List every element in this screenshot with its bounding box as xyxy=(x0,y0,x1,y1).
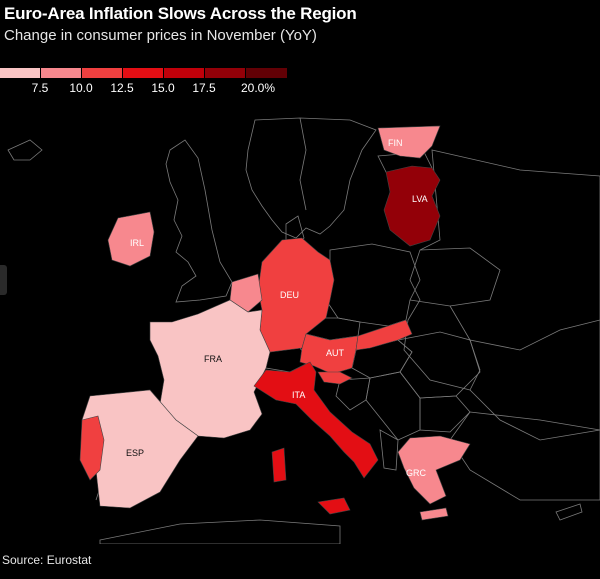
legend-swatch-0 xyxy=(0,68,40,78)
legend-swatch-1 xyxy=(41,68,81,78)
legend-swatch-6 xyxy=(246,68,287,78)
country-svn-hrv xyxy=(317,371,353,385)
legend-swatch-3 xyxy=(123,68,163,78)
country-nor-swe xyxy=(245,117,377,239)
islands-nw xyxy=(7,139,43,161)
label-aut: AUT xyxy=(326,348,345,358)
legend-swatch-5 xyxy=(205,68,245,78)
country-bel-nld xyxy=(229,273,263,313)
country-grc-crete xyxy=(419,507,449,521)
border-nor-swe xyxy=(299,117,307,211)
border-ukr xyxy=(449,305,600,351)
chart-title: Euro-Area Inflation Slows Across the Reg… xyxy=(4,4,357,23)
label-fin: FIN xyxy=(388,138,403,148)
country-ita xyxy=(253,361,379,479)
legend-tick-1: 10.0 xyxy=(69,81,93,95)
europe-map: FIN LVA IRL DEU FRA AUT ITA ESP GRC xyxy=(7,117,600,544)
country-sicily xyxy=(317,497,351,515)
country-fin xyxy=(377,125,441,159)
country-irl xyxy=(107,211,155,267)
color-legend: 7.5 10.0 12.5 15.0 17.5 20.0% xyxy=(0,68,290,100)
label-grc: GRC xyxy=(406,468,427,478)
label-ita: ITA xyxy=(292,390,305,400)
country-svk xyxy=(355,319,413,351)
source-note: Source: Eurostat xyxy=(2,553,92,567)
country-grc xyxy=(397,435,471,505)
country-sardinia xyxy=(271,447,287,483)
country-labels: FIN LVA IRL DEU FRA AUT ITA ESP GRC xyxy=(126,138,428,478)
country-prt xyxy=(79,415,105,481)
legend-swatch-2 xyxy=(82,68,122,78)
country-cyp xyxy=(555,503,583,521)
country-fra xyxy=(149,299,271,439)
legend-tick-3: 15.0 xyxy=(151,81,175,95)
country-pol xyxy=(325,243,421,327)
label-irl: IRL xyxy=(130,238,144,248)
country-bgr xyxy=(419,395,471,433)
legend-tick-4: 17.5 xyxy=(192,81,216,95)
label-deu: DEU xyxy=(280,290,299,300)
country-rou xyxy=(397,331,481,399)
chart-subtitle: Change in consumer prices in November (Y… xyxy=(4,27,317,44)
region-africa xyxy=(99,519,341,544)
country-bih xyxy=(335,377,371,411)
country-alb xyxy=(379,429,399,471)
legend-tick-2: 12.5 xyxy=(110,81,134,95)
country-srb xyxy=(365,371,421,441)
legend-tick-5: 20.0% xyxy=(240,81,276,95)
side-scroll-handle[interactable] xyxy=(0,265,7,295)
legend-tick-0: 7.5 xyxy=(31,81,49,95)
border-mda xyxy=(469,339,481,391)
region-east xyxy=(403,149,600,441)
euro-countries xyxy=(79,125,471,521)
country-aut xyxy=(299,333,359,375)
country-gbr xyxy=(165,139,233,303)
border-blr xyxy=(409,247,501,307)
country-lva xyxy=(383,165,441,247)
country-tur xyxy=(449,411,600,501)
label-esp: ESP xyxy=(126,448,144,458)
label-lva: LVA xyxy=(412,194,428,204)
label-fra: FRA xyxy=(204,354,222,364)
legend-swatch-4 xyxy=(164,68,204,78)
